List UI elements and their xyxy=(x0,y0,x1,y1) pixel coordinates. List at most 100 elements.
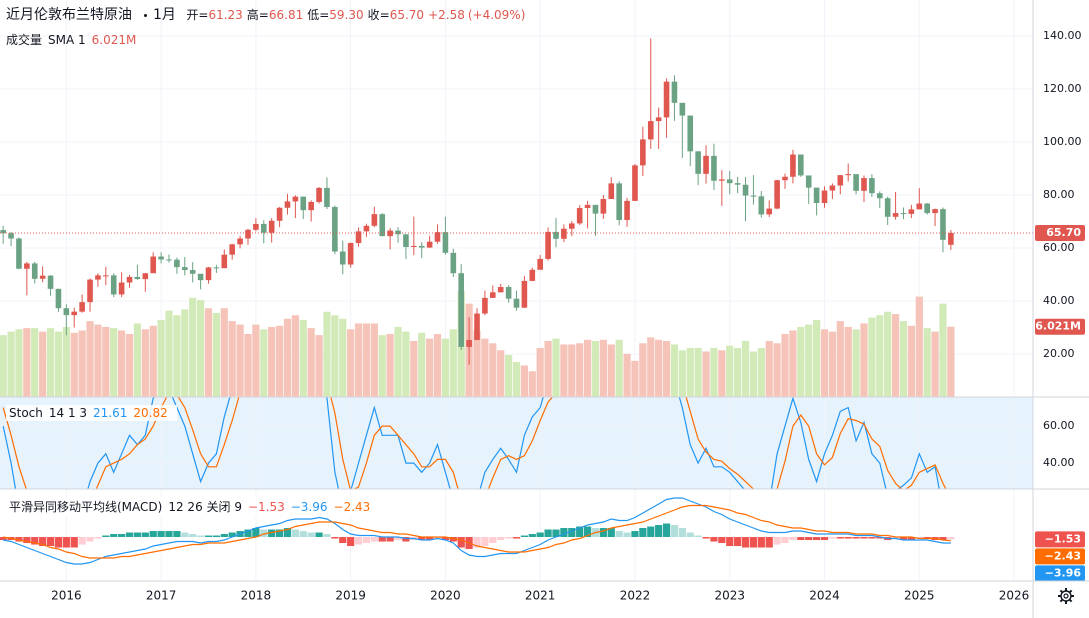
candle-body xyxy=(600,199,607,214)
volume-bar xyxy=(70,332,78,397)
volume-bar xyxy=(741,340,750,397)
candle-body xyxy=(892,213,899,217)
candle-body xyxy=(332,206,338,252)
volume-bar xyxy=(94,324,102,397)
volume-bar xyxy=(173,315,181,397)
macd-histogram-bar xyxy=(441,537,450,541)
stoch-line xyxy=(2,397,940,489)
candle-body xyxy=(940,209,946,240)
candle-body xyxy=(158,256,164,260)
volume-bar xyxy=(844,326,852,397)
volume-bar xyxy=(244,333,252,397)
macd-histogram-bar xyxy=(631,531,639,538)
macd-histogram-bar xyxy=(781,537,789,544)
volume-bar xyxy=(102,326,110,397)
candle-body xyxy=(703,155,709,174)
macd-histogram-bar xyxy=(212,535,220,538)
stoch-d-value: 20.82 xyxy=(133,406,168,420)
symbol-header: 近月伦敦布兰特原油 1月 开=61.23 高=66.81 低=59.30 收=65.70… xyxy=(6,4,531,24)
y-tick-label: 100.00 xyxy=(1043,135,1082,148)
volume-bar xyxy=(410,340,418,397)
volume-bar xyxy=(39,331,47,397)
volume-bar xyxy=(568,344,576,397)
candle-body xyxy=(411,245,417,247)
macd-histogram-bar xyxy=(62,537,70,548)
volume-bar xyxy=(489,343,497,397)
macd-histogram-bar xyxy=(457,537,465,548)
candle-body xyxy=(355,231,362,244)
volume-bar xyxy=(860,323,868,397)
macd-line-label: −3.96 xyxy=(1045,566,1082,579)
macd-histogram-bar xyxy=(339,537,347,544)
volume-bar xyxy=(165,310,173,397)
macd-histogram-bar xyxy=(268,529,276,538)
candle-body xyxy=(300,196,307,211)
x-tick-label: 2020 xyxy=(430,589,461,603)
macd-histogram-bar xyxy=(31,537,39,545)
volume-bar xyxy=(481,338,489,397)
volume-bar xyxy=(773,343,781,397)
candle-body xyxy=(719,179,725,181)
macd-histogram-bar xyxy=(749,537,758,548)
candle-body xyxy=(71,311,78,316)
interval[interactable]: 1月 xyxy=(153,7,176,23)
volume-bar xyxy=(686,347,694,397)
volume-bar xyxy=(536,347,544,397)
candle-body xyxy=(545,231,551,259)
candle-body xyxy=(237,238,243,245)
volume-bar xyxy=(23,328,31,397)
macd-histogram-bar xyxy=(220,534,228,538)
volume-bar xyxy=(362,323,371,397)
macd-histogram-bar xyxy=(418,537,426,541)
macd-histogram-bar xyxy=(291,529,299,538)
volume-bar xyxy=(765,340,773,397)
candle-body xyxy=(521,280,528,308)
volume-bar xyxy=(323,311,331,397)
candle-body xyxy=(679,102,686,116)
macd-histogram-bar xyxy=(583,526,592,538)
macd-histogram-bar xyxy=(299,531,307,538)
volume-bar xyxy=(931,331,939,397)
macd-line-value: −3.96 xyxy=(290,500,328,514)
quote-change: +2.58 xyxy=(428,8,465,22)
candle-body xyxy=(513,298,520,308)
candle-body xyxy=(371,214,378,226)
macd-legend: 平滑异同移动平均线(MACD) 12 26 关闭 9 −1.53 −3.96 −2.43 xyxy=(6,497,380,516)
macd-histogram-bar xyxy=(70,537,78,548)
candle-body xyxy=(490,292,496,298)
volume-bar xyxy=(78,330,86,397)
x-tick-label: 2018 xyxy=(241,589,272,603)
last-price-label-box xyxy=(1035,224,1085,241)
macd-histogram-bar xyxy=(639,528,647,538)
settings-icon[interactable] xyxy=(1058,588,1074,604)
candle-body xyxy=(166,259,172,261)
stoch-title: Stoch xyxy=(9,406,43,420)
candle-body xyxy=(932,209,938,214)
x-tick-label: 2026 xyxy=(999,589,1030,603)
macd-histogram-bar xyxy=(323,534,331,538)
volume-bar xyxy=(7,331,15,397)
last-price-label: 65.70 xyxy=(1046,226,1081,239)
candle-body xyxy=(229,244,235,255)
volume-bar xyxy=(441,338,450,397)
macd-histogram-bar xyxy=(813,537,821,541)
macd-histogram-bar xyxy=(528,534,536,538)
candle-body xyxy=(908,209,915,214)
candle-body xyxy=(655,117,662,122)
macd-histogram-bar xyxy=(133,532,142,538)
symbol-title: 近月伦敦布兰特原油 xyxy=(6,7,132,23)
macd-histogram-bar xyxy=(820,537,829,541)
volume-bar xyxy=(347,329,355,397)
candle-body xyxy=(624,200,630,220)
macd-histogram-bar xyxy=(710,537,718,542)
volume-bar xyxy=(46,328,55,397)
volume-bar xyxy=(433,333,442,397)
candle-body xyxy=(774,180,780,209)
candle-body xyxy=(47,275,54,289)
candle-body xyxy=(253,223,259,230)
volume-bar xyxy=(891,314,900,397)
candle-body xyxy=(924,203,930,214)
volume-bar xyxy=(260,329,268,397)
candle-body xyxy=(711,155,717,181)
volume-bar xyxy=(125,333,134,397)
